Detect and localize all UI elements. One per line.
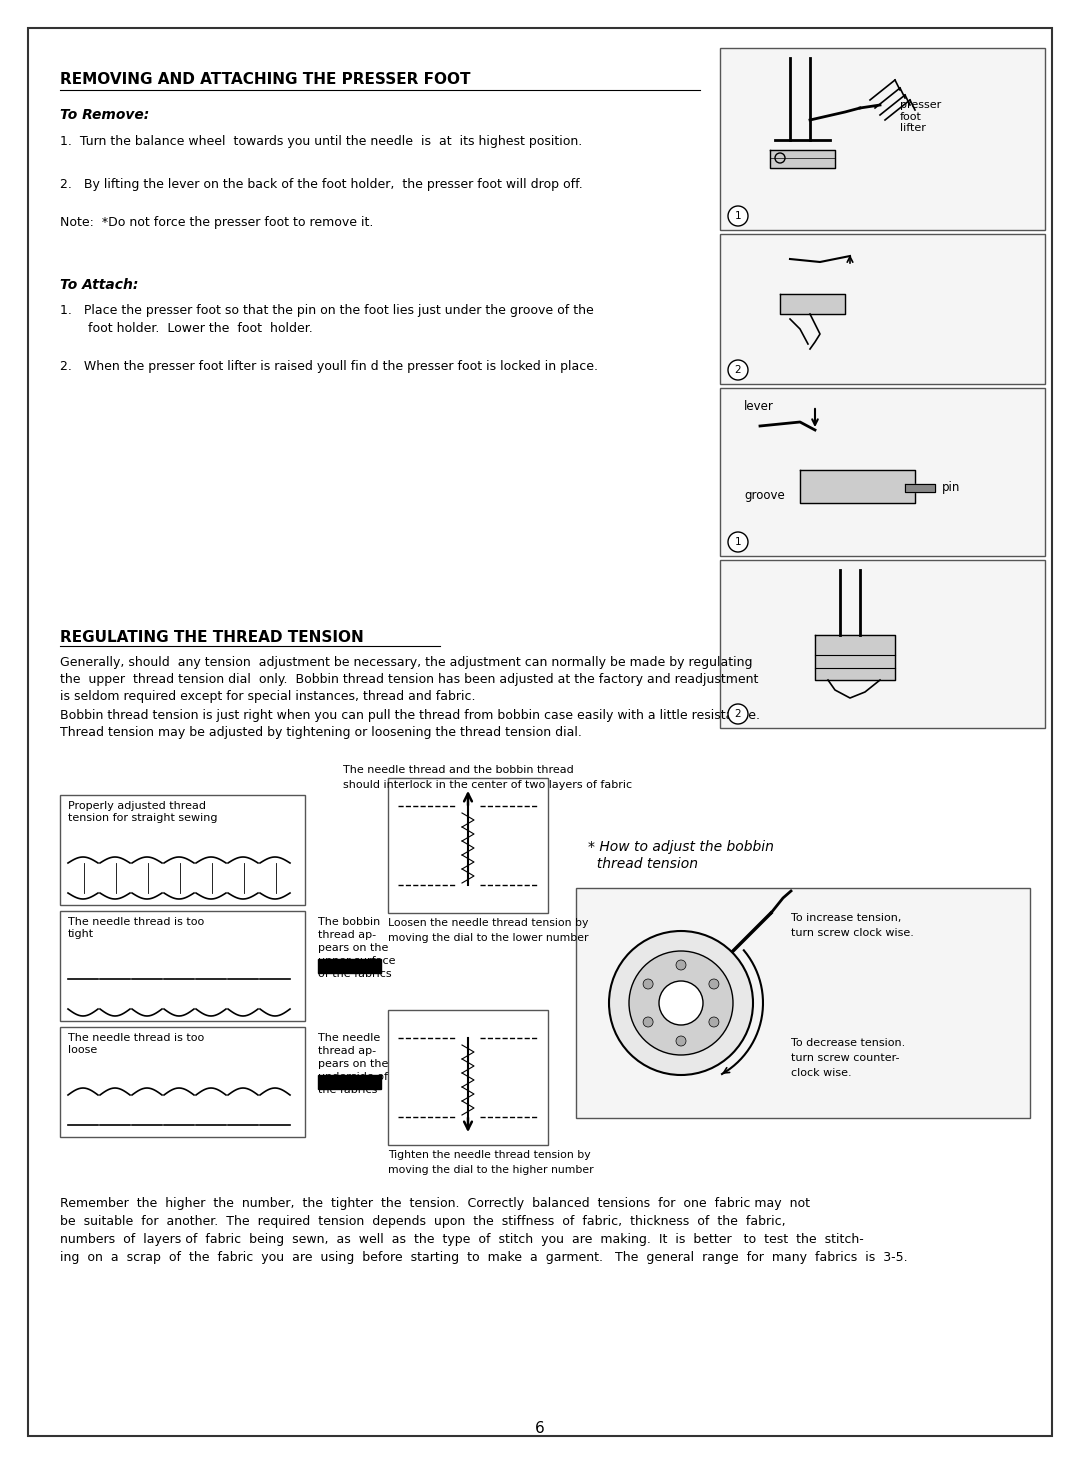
Text: pears on the: pears on the	[318, 943, 389, 953]
Circle shape	[643, 979, 653, 990]
Text: 2: 2	[734, 709, 741, 719]
Text: of the fabrics: of the fabrics	[318, 969, 392, 979]
Polygon shape	[815, 635, 895, 679]
Text: 1: 1	[734, 537, 741, 548]
Bar	[720, 234, 1045, 384]
Circle shape	[728, 531, 748, 552]
Text: To Remove:: To Remove:	[60, 108, 149, 122]
Text: To Attach:: To Attach:	[60, 278, 138, 291]
Polygon shape	[905, 485, 935, 492]
Text: ing  on  a  scrap  of  the  fabric  you  are  using  before  starting  to  make : ing on a scrap of the fabric you are usi…	[60, 1252, 907, 1263]
Polygon shape	[770, 149, 835, 168]
Bar	[720, 48, 1045, 230]
Polygon shape	[318, 959, 381, 974]
Text: thread ap-: thread ap-	[318, 1045, 376, 1056]
Text: turn screw counter-: turn screw counter-	[791, 1053, 900, 1063]
Text: The needle thread and the bobbin thread: The needle thread and the bobbin thread	[343, 766, 573, 774]
Text: Loosen the needle thread tension by: Loosen the needle thread tension by	[388, 918, 589, 928]
Circle shape	[676, 960, 686, 971]
Text: The bobbin: The bobbin	[318, 916, 380, 927]
Text: Generally, should  any tension  adjustment be necessary, the adjustment can norm: Generally, should any tension adjustment…	[60, 656, 753, 669]
Text: 1.  Turn the balance wheel  towards you until the needle  is  at  its highest po: 1. Turn the balance wheel towards you un…	[60, 135, 582, 148]
Polygon shape	[800, 470, 915, 504]
Text: 2.   When the presser foot lifter is raised youll fin d the presser foot is lock: 2. When the presser foot lifter is raise…	[60, 360, 598, 373]
Text: The needle thread is too
tight: The needle thread is too tight	[68, 916, 204, 938]
Text: be  suitable  for  another.  The  required  tension  depends  upon  the  stiffne: be suitable for another. The required te…	[60, 1215, 785, 1228]
Text: 6: 6	[535, 1422, 545, 1436]
Text: the fabrics: the fabrics	[318, 1085, 377, 1095]
Text: upper surface: upper surface	[318, 956, 395, 966]
Circle shape	[708, 979, 719, 990]
Text: The needle thread is too
loose: The needle thread is too loose	[68, 1034, 204, 1054]
Text: 1: 1	[734, 211, 741, 221]
Bar	[576, 889, 1030, 1118]
Text: moving the dial to the lower number: moving the dial to the lower number	[388, 933, 589, 943]
Text: Note:  *Do not force the presser foot to remove it.: Note: *Do not force the presser foot to …	[60, 217, 374, 228]
Bar	[388, 777, 548, 914]
Text: is seldom required except for special instances, thread and fabric.: is seldom required except for special in…	[60, 690, 475, 703]
Text: * How to adjust the bobbin: * How to adjust the bobbin	[588, 840, 774, 854]
Circle shape	[659, 981, 703, 1025]
Circle shape	[728, 206, 748, 225]
Text: groove: groove	[744, 489, 785, 502]
Text: lever: lever	[744, 400, 774, 413]
Circle shape	[728, 704, 748, 725]
Text: turn screw clock wise.: turn screw clock wise.	[791, 928, 914, 938]
Text: thread tension: thread tension	[588, 856, 698, 871]
Circle shape	[629, 952, 733, 1056]
Text: 1.   Place the presser foot so that the pin on the foot lies just under the groo: 1. Place the presser foot so that the pi…	[60, 305, 594, 318]
Text: should interlock in the center of two layers of fabric: should interlock in the center of two la…	[343, 780, 632, 791]
Text: REMOVING AND ATTACHING THE PRESSER FOOT: REMOVING AND ATTACHING THE PRESSER FOOT	[60, 72, 471, 86]
Circle shape	[609, 931, 753, 1075]
Text: Bobbin thread tension is just right when you can pull the thread from bobbin cas: Bobbin thread tension is just right when…	[60, 709, 760, 722]
Bar	[720, 388, 1045, 556]
Text: pin: pin	[942, 482, 960, 495]
Circle shape	[676, 1037, 686, 1045]
Polygon shape	[780, 294, 845, 313]
Text: Remember  the  higher  the  number,  the  tighter  the  tension.  Correctly  bal: Remember the higher the number, the tigh…	[60, 1198, 810, 1211]
Circle shape	[708, 1017, 719, 1028]
Polygon shape	[318, 1075, 381, 1089]
Bar	[388, 1010, 548, 1145]
Text: REGULATING THE THREAD TENSION: REGULATING THE THREAD TENSION	[60, 630, 364, 646]
Text: underside of: underside of	[318, 1072, 388, 1082]
Text: To increase tension,: To increase tension,	[791, 914, 902, 922]
Text: Properly adjusted thread
tension for straight sewing: Properly adjusted thread tension for str…	[68, 801, 217, 823]
Text: Tighten the needle thread tension by: Tighten the needle thread tension by	[388, 1151, 591, 1159]
Bar	[720, 561, 1045, 728]
Text: Thread tension may be adjusted by tightening or loosening the thread tension dia: Thread tension may be adjusted by tighte…	[60, 726, 582, 739]
Circle shape	[643, 1017, 653, 1028]
Text: foot holder.  Lower the  foot  holder.: foot holder. Lower the foot holder.	[60, 322, 313, 335]
Bar	[60, 1028, 305, 1138]
Bar	[60, 795, 305, 905]
Circle shape	[728, 360, 748, 381]
Text: moving the dial to the higher number: moving the dial to the higher number	[388, 1165, 594, 1176]
Text: presser
foot
lifter: presser foot lifter	[900, 100, 942, 133]
Text: 2.   By lifting the lever on the back of the foot holder,  the presser foot will: 2. By lifting the lever on the back of t…	[60, 179, 583, 190]
Text: the  upper  thread tension dial  only.  Bobbin thread tension has been adjusted : the upper thread tension dial only. Bobb…	[60, 673, 758, 687]
Text: clock wise.: clock wise.	[791, 1069, 852, 1078]
Bar	[60, 911, 305, 1020]
Text: To decrease tension.: To decrease tension.	[791, 1038, 905, 1048]
Text: thread ap-: thread ap-	[318, 930, 376, 940]
Text: 2: 2	[734, 365, 741, 375]
Text: pears on the: pears on the	[318, 1058, 389, 1069]
Text: numbers  of  layers of  fabric  being  sewn,  as  well  as  the  type  of  stitc: numbers of layers of fabric being sewn, …	[60, 1233, 864, 1246]
Text: The needle: The needle	[318, 1034, 380, 1042]
